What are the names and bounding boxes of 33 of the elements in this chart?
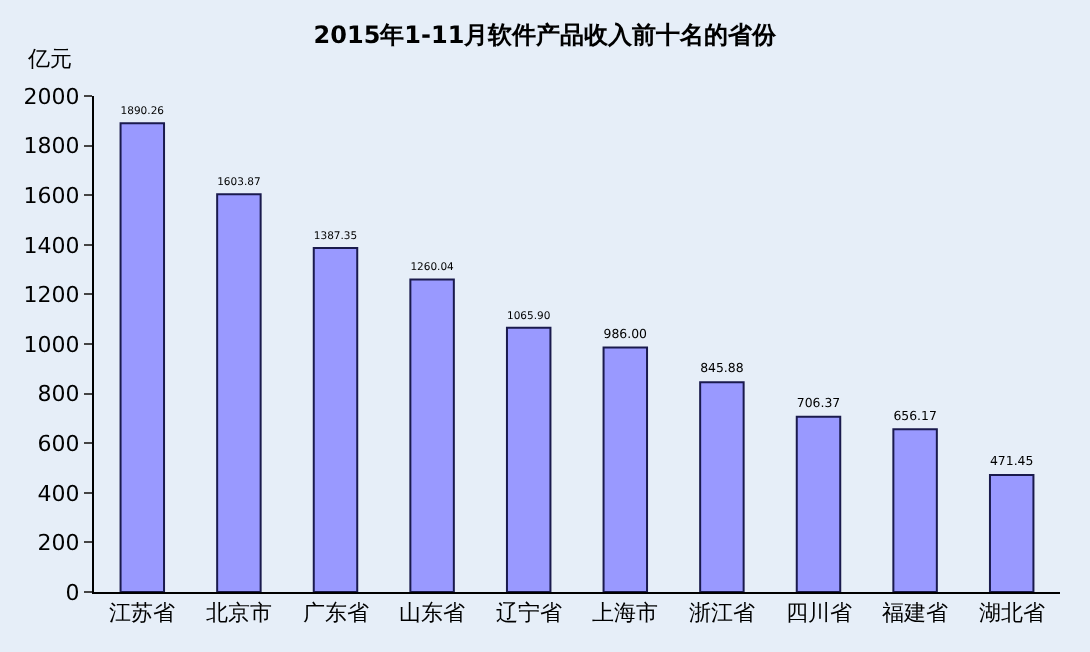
bar — [312, 246, 359, 592]
x-tick-label: 辽宁省 — [495, 600, 562, 627]
x-tick-label: 浙江省 — [688, 600, 755, 627]
x-tick-label: 广东省 — [302, 600, 369, 627]
bar — [505, 326, 552, 592]
x-tick-label: 四川省 — [785, 600, 852, 627]
bar — [216, 193, 262, 592]
chart-title: 2015年1-11月软件产品收入前十名的省份 — [313, 20, 779, 49]
x-tick-label: 上海市 — [592, 600, 659, 627]
y-tick-label: 1800 — [23, 133, 80, 160]
bar — [409, 278, 455, 592]
x-tick-label: 湖北省 — [978, 600, 1045, 627]
bar — [988, 474, 1035, 592]
y-tick-label: 1200 — [23, 282, 80, 309]
bar — [699, 381, 745, 592]
y-tick-label: 800 — [37, 381, 80, 408]
y-tick-label: 1000 — [23, 331, 80, 358]
bar — [602, 346, 649, 592]
y-tick-label: 400 — [37, 480, 80, 507]
x-tick-label: 北京市 — [205, 600, 272, 627]
y-tick-label: 2000 — [23, 83, 80, 110]
bar — [795, 415, 842, 592]
y-tick-label: 200 — [37, 530, 80, 557]
y-tick-label: 1400 — [23, 232, 80, 259]
x-tick-label: 山东省 — [399, 600, 466, 627]
y-tick-label: 0 — [65, 579, 80, 606]
x-tick-label: 福建省 — [882, 600, 949, 627]
bar — [892, 428, 938, 592]
bar — [119, 122, 166, 592]
x-tick-label: 江苏省 — [109, 600, 176, 627]
y-axis-title: 亿元 — [26, 46, 72, 72]
y-tick-label: 600 — [37, 430, 80, 457]
y-tick-label: 1600 — [23, 182, 80, 209]
